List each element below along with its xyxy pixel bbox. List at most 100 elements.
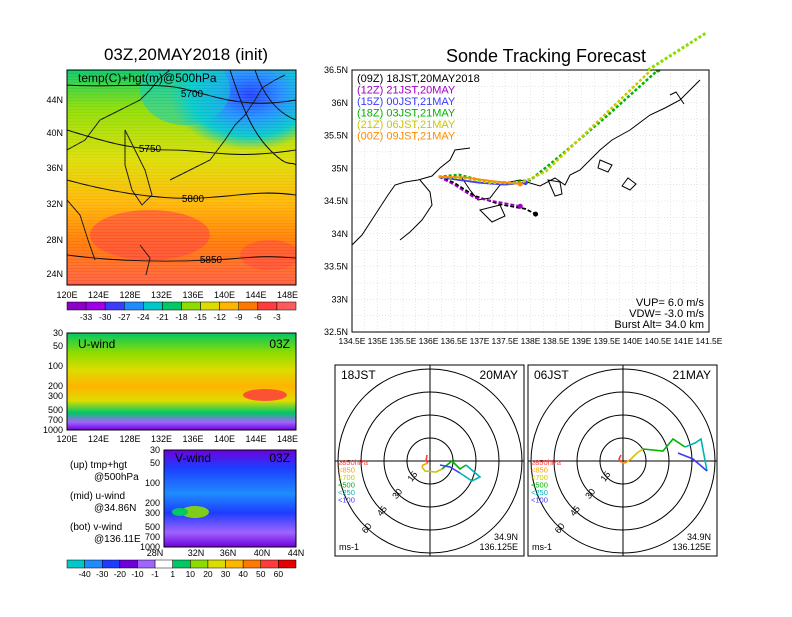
temp-colorbar-swatch: [85, 301, 106, 311]
temp-colorbar-swatch: [104, 301, 125, 311]
wind-colorbar-swatch: [101, 559, 121, 569]
desc-up-2: @500hPa: [94, 472, 139, 483]
uwind-lon-tick: 144E: [245, 434, 266, 444]
temp-lat-ticks: 44N 40N 36N 32N 28N 24N: [46, 95, 63, 279]
desc-mid-2: @34.86N: [94, 503, 136, 514]
track-lon-tick: 135.5E: [390, 336, 417, 346]
wind-colorbar-label: -30: [96, 569, 109, 579]
track-path-3: [438, 70, 659, 184]
tracking-params: VUP= 6.0 m/s VDW= -3.0 m/s Burst Alt= 34…: [614, 297, 704, 331]
track-lon-tick: 135E: [368, 336, 388, 346]
wind-colorbar-label: 1: [170, 569, 175, 579]
track-lon-tick: 140E: [623, 336, 643, 346]
contour-5850: 5850: [200, 255, 223, 266]
tracking-legend-item: (21Z) 06JST,21MAY: [357, 119, 456, 131]
hodo-ring-label: 60: [360, 521, 374, 535]
hodo-trace-2: [630, 448, 644, 460]
track-lat-tick: 35N: [331, 163, 348, 173]
temp-colorbar-label: -24: [137, 312, 150, 322]
temp-lat-tick: 40N: [46, 128, 63, 138]
hodo-ring-label: 45: [568, 504, 582, 518]
temp-colorbar-label: -6: [254, 312, 262, 322]
hodo-legend-item: <700: [531, 473, 548, 482]
track-end-marker: [655, 70, 661, 73]
hodo-legend-item: <500: [531, 481, 548, 490]
uwind-p-tick: 500: [48, 405, 63, 415]
temp-colorbar-swatch: [276, 301, 297, 311]
track-end-marker: [517, 181, 523, 187]
track-lat-tick: 34N: [331, 229, 348, 239]
wind-colorbar-swatch: [225, 559, 244, 569]
wind-colorbar-swatch: [278, 559, 297, 569]
hodo-trace-3: [441, 459, 467, 471]
hodo-trace-3: [642, 437, 686, 452]
wind-colorbar-swatch: [137, 559, 156, 569]
hodo-date: 20MAY: [480, 368, 518, 382]
wind-colorbar-swatch: [84, 559, 103, 569]
temp-colorbar: -33 -30 -27 -24 -21 -18 -15 -12 -9 -6 -3: [66, 301, 297, 322]
hodo-trace-4: [684, 437, 708, 472]
tracking-legend-item: (12Z) 21JST,20MAY: [357, 85, 456, 97]
temp-colorbar-label: -9: [235, 312, 243, 322]
desc-up-1: (up) tmp+hgt: [70, 460, 127, 471]
temp-colorbar-swatch: [238, 301, 259, 311]
param-burst: Burst Alt= 34.0 km: [614, 319, 704, 331]
contour-5700: 5700: [181, 89, 204, 100]
hodo-legend-item: ≥850hPa: [531, 458, 562, 467]
tracking-legend-item: (15Z) 00JST,21MAY: [357, 96, 456, 108]
contour-5750: 5750: [139, 144, 162, 155]
vwind-lat-tick: 44N: [288, 548, 305, 558]
track-overrun: [647, 31, 707, 72]
uwind-p-tick: 700: [48, 415, 63, 425]
vwind-p-tick: 700: [145, 532, 160, 542]
uwind-time: 03Z: [269, 337, 290, 351]
vwind-p-tick: 300: [145, 508, 160, 518]
wind-colorbar-label: -20: [114, 569, 127, 579]
uwind-lon-tick: 140E: [214, 434, 235, 444]
temp-colorbar-swatch: [219, 301, 240, 311]
uwind-lon-tick: 124E: [88, 434, 109, 444]
temp-colorbar-swatch: [162, 301, 182, 311]
temp-hgt-map: temp(C)+hgt(m)@500hPa 5700 5750 5800 585…: [46, 69, 298, 300]
param-vup: VUP= 6.0 m/s: [636, 297, 705, 309]
wind-colorbar: -40 -30 -20 -10 -1 1 10 20 30 40 50 60: [66, 559, 297, 579]
hodo-date: 21MAY: [673, 368, 711, 382]
hodo-trace-5: [677, 452, 708, 472]
track-lon-tick: 140.5E: [645, 336, 672, 346]
temp-lon-tick: 144E: [245, 290, 266, 300]
vwind-label: V-wind: [175, 451, 211, 465]
temp-lon-tick: 148E: [277, 290, 298, 300]
temp-colorbar-swatch: [257, 301, 278, 311]
track-lon-tick: 138.5E: [543, 336, 570, 346]
hodo-ring-label: 15: [405, 469, 419, 483]
hodo-legend-item: <700: [338, 473, 355, 482]
hodo-loc-lon: 136.125E: [672, 542, 711, 552]
hodo-ring-label: 60: [553, 521, 567, 535]
uwind-lon-tick: 120E: [56, 434, 77, 444]
hodo-trace-5: [439, 464, 461, 474]
temp-colorbar-label: -18: [175, 312, 188, 322]
map-label: temp(C)+hgt(m)@500hPa: [78, 71, 217, 85]
uwind-p-tick: 300: [48, 391, 63, 401]
hodo-legend-item: <100: [338, 496, 355, 505]
uwind-lon-tick: 148E: [277, 434, 298, 444]
temp-lon-tick: 132E: [151, 290, 172, 300]
track-lon-tick: 136.5E: [441, 336, 468, 346]
wind-colorbar-label: 20: [203, 569, 213, 579]
hodo-legend-item: <850: [531, 466, 548, 475]
hodo-units: ms-1: [532, 542, 552, 552]
hodo-time: 18JST: [341, 368, 376, 382]
temp-colorbar-swatch: [200, 301, 220, 311]
temp-colorbar-swatch: [143, 301, 163, 311]
wind-colorbar-swatch: [207, 559, 226, 569]
contour-5800: 5800: [182, 194, 205, 205]
temp-colorbar-swatch: [124, 301, 144, 311]
track-lon-tick: 137.5E: [492, 336, 519, 346]
wind-colorbar-label: -1: [151, 569, 159, 579]
tracking-title: Sonde Tracking Forecast: [446, 46, 646, 66]
